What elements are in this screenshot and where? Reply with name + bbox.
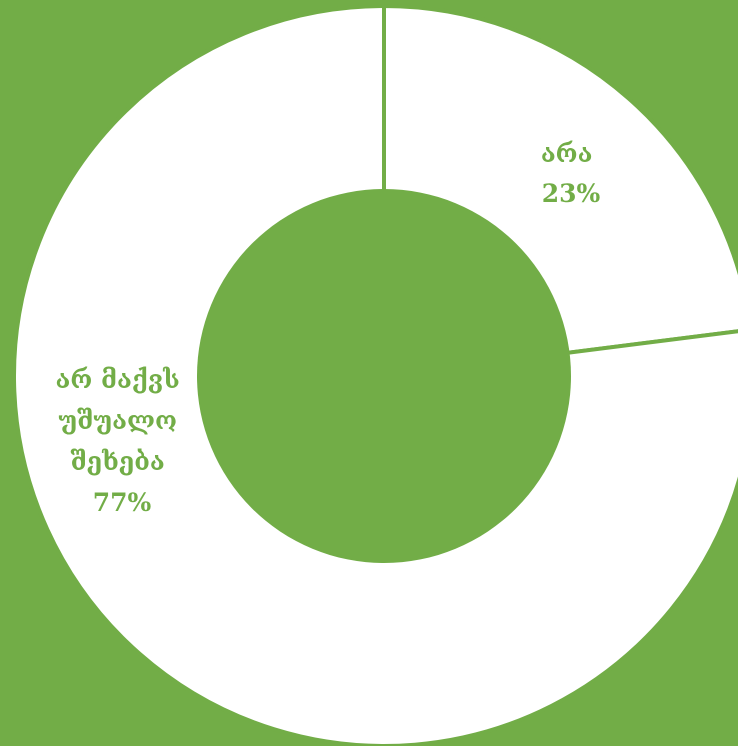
slice-name-line: შეხება [71,447,165,476]
slice-label-ara: არა 23% [541,139,601,208]
donut-hole [197,189,571,563]
slice-name-line: არ მაქვს [56,365,180,394]
slice-percent: 77% [93,488,152,517]
slice-percent: 23% [542,179,601,208]
slice-name-line: უშუალო [58,406,177,435]
slice-labels: არა 23% არ მაქვს უშუალო შეხება 77% [56,139,601,517]
slice-name-line: არა [541,139,593,168]
slice-label-no-direct-contact: არ მაქვს უშუალო შეხება 77% [56,365,189,517]
